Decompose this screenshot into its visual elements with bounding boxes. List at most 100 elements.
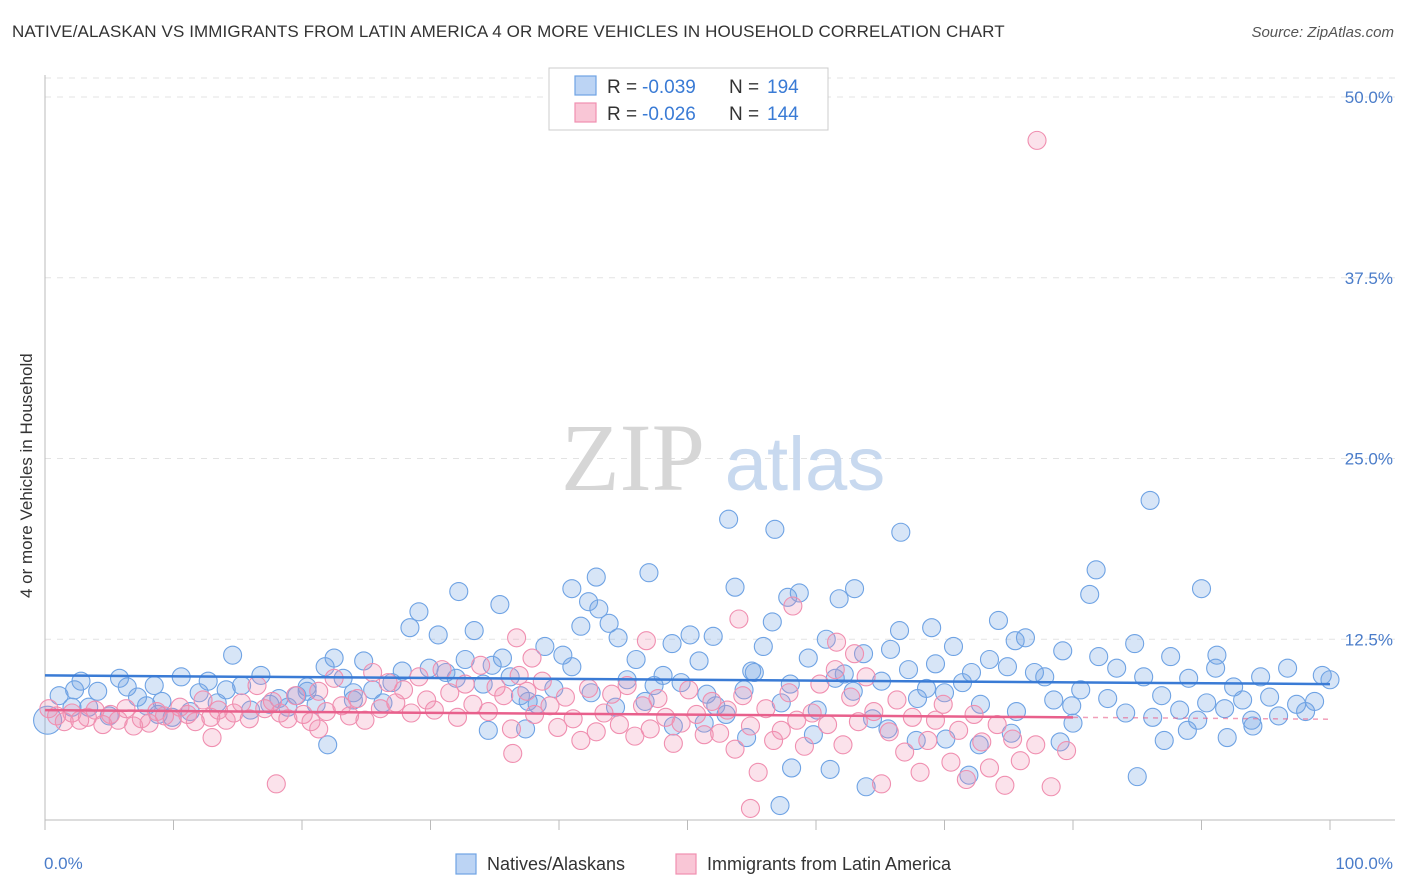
immigrants-point <box>949 720 969 740</box>
watermark-zip: ZIP <box>561 404 705 511</box>
legend-r-value-1: -0.039 <box>642 77 696 98</box>
natives-point <box>223 645 243 665</box>
natives-point <box>1098 688 1118 709</box>
natives-point <box>922 618 942 638</box>
natives-point <box>742 661 762 681</box>
natives-point <box>1044 690 1064 710</box>
natives-point <box>1080 584 1100 604</box>
legend-swatch-pink <box>574 102 597 123</box>
trend-lines <box>44 674 1331 720</box>
immigrants-point <box>729 609 749 629</box>
natives-point <box>862 709 883 729</box>
immigrants-point <box>1026 735 1046 755</box>
immigrants-point <box>579 678 599 698</box>
watermark: ZIP atlas <box>561 404 885 511</box>
immigrants-point <box>262 691 282 711</box>
immigrants-point <box>509 665 529 685</box>
natives-point <box>762 612 782 632</box>
legend-swatch-blue <box>574 75 597 96</box>
natives-point <box>1217 728 1237 748</box>
natives-point <box>449 581 469 602</box>
immigrants-point <box>347 688 367 709</box>
immigrants-point <box>563 709 583 729</box>
source-label: Source: ZipAtlas.com <box>1251 24 1394 41</box>
immigrants-point <box>124 716 144 736</box>
immigrants-point <box>636 631 656 651</box>
natives-point <box>1107 658 1127 678</box>
natives-point <box>571 616 591 636</box>
natives-point <box>1116 703 1136 723</box>
natives-point <box>562 579 582 599</box>
immigrants-point <box>609 715 629 735</box>
gridlines <box>45 77 1395 640</box>
legend-r-value-2: -0.026 <box>642 104 696 125</box>
immigrants-point <box>1027 130 1047 150</box>
natives-point <box>662 634 682 654</box>
natives-point <box>1242 710 1262 730</box>
natives-point <box>88 681 108 701</box>
natives-point <box>925 654 946 674</box>
immigrants-point <box>202 728 222 748</box>
x-tick-label-end: 100.0% <box>1335 854 1393 873</box>
immigrants-point <box>247 675 267 696</box>
immigrants-point <box>1010 751 1030 771</box>
immigrants-point <box>748 762 768 782</box>
immigrants-point <box>694 725 714 745</box>
natives-point <box>1086 560 1106 580</box>
immigrants-point <box>941 752 961 772</box>
immigrants-point <box>844 644 865 664</box>
immigrants-point <box>201 707 221 727</box>
immigrants-point <box>833 735 853 755</box>
immigrants-point <box>933 694 953 714</box>
natives-point <box>1161 647 1181 667</box>
natives-point <box>343 683 363 703</box>
immigrants-point <box>827 632 847 652</box>
natives-point <box>1269 706 1289 726</box>
natives-point <box>516 719 536 739</box>
immigrants-point <box>964 704 984 724</box>
immigrants-point <box>702 691 722 711</box>
natives-point <box>1215 699 1235 719</box>
immigrants-point <box>232 693 252 713</box>
natives-point <box>719 509 739 529</box>
natives-point <box>392 661 412 681</box>
immigrants-point <box>571 730 591 751</box>
natives-point <box>1251 667 1271 687</box>
natives-point <box>216 680 236 700</box>
immigrants-point <box>972 732 992 752</box>
legend-swatch-natives <box>455 853 477 875</box>
immigrants-point <box>879 722 899 742</box>
natives-trend-line <box>44 674 1331 686</box>
natives-point <box>1071 680 1091 700</box>
natives-point <box>324 648 344 668</box>
immigrants-point <box>887 690 907 710</box>
natives-point <box>1278 658 1298 678</box>
immigrants-point <box>39 699 59 719</box>
immigrants-point <box>494 686 514 706</box>
immigrants-point <box>987 715 1007 735</box>
natives-point <box>251 665 271 685</box>
y-tick-label-2: 37.5% <box>1345 269 1393 288</box>
chart-title: NATIVE/ALASKAN VS IMMIGRANTS FROM LATIN … <box>12 22 1005 41</box>
immigrants-point <box>710 723 730 743</box>
immigrants-point <box>586 722 606 742</box>
natives-point <box>782 758 802 778</box>
natives-point <box>1305 691 1325 711</box>
immigrants-point <box>193 690 213 710</box>
immigrants-point <box>293 704 313 724</box>
immigrants-point <box>895 742 915 762</box>
natives-point <box>820 759 840 779</box>
natives-point <box>765 519 785 539</box>
natives-point <box>579 592 599 612</box>
y-tick-label-1: 25.0% <box>1345 450 1393 469</box>
watermark-atlas: atlas <box>725 422 886 507</box>
legend-natives-label: Natives/Alaskans <box>487 854 625 874</box>
natives-point <box>997 657 1018 677</box>
natives-point <box>856 777 876 797</box>
natives-point <box>144 675 164 696</box>
immigrants-point <box>856 667 876 687</box>
immigrants-point <box>841 687 861 707</box>
immigrants-point <box>93 715 113 735</box>
immigrants-point <box>447 707 468 727</box>
